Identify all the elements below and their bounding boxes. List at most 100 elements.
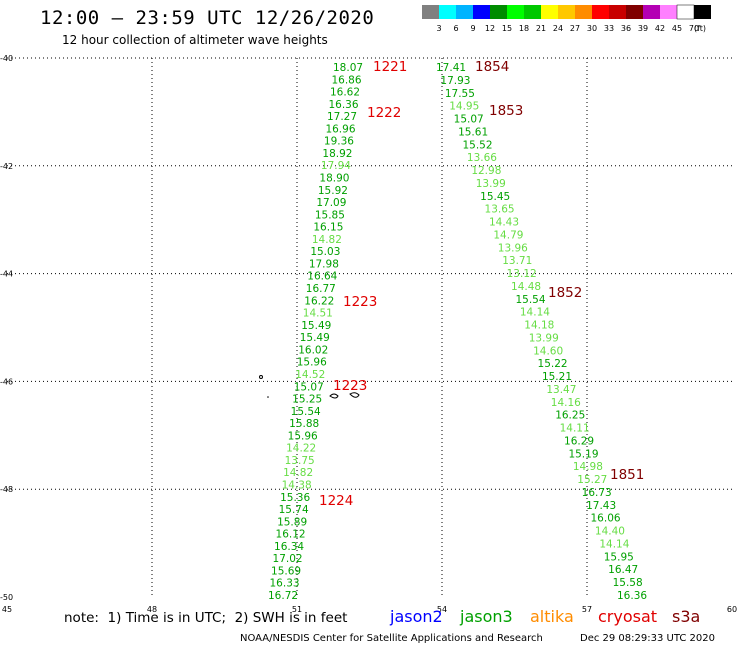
wave-height-value: 14.51 [303,308,333,320]
wave-height-value: 14.40 [595,526,625,538]
wave-height-value: 15.95 [604,551,634,563]
wave-height-value: 13.99 [529,332,559,344]
wave-height-value: 17.41 [436,62,466,74]
colorbar-swatch [473,5,490,19]
wave-height-value: 15.07 [454,114,484,126]
wave-height-value: 14.11 [560,423,590,435]
pass-time-label: 1223 [333,378,367,394]
wave-height-value: 16.29 [564,435,594,447]
wave-height-value: 17.55 [445,88,475,100]
legend-jason3: jason3 [460,607,513,626]
wave-height-value: 14.98 [573,461,603,473]
wave-height-value: 17.98 [309,258,339,270]
wave-height-value: 16.34 [274,541,304,553]
colorbar-unit-label: (ft) [694,24,706,33]
wave-height-value: 15.22 [538,358,568,370]
wave-height-value: 16.36 [328,99,358,111]
colorbar-tick-label: 9 [470,24,475,33]
wave-height-value: 16.02 [298,344,328,356]
colorbar-swatch [541,5,558,19]
footer-credit: NOAA/NESDIS Center for Satellite Applica… [240,633,543,644]
wave-height-value: 15.45 [480,191,510,203]
longitude-label: 45 [2,605,12,614]
wave-height-value: 14.95 [449,101,479,113]
wave-height-value: 15.88 [289,418,319,430]
wave-height-value: 16.77 [306,283,336,295]
wave-height-value: 14.43 [489,217,519,229]
wave-height-value: 16.15 [313,222,343,234]
wave-height-value: 15.07 [294,381,324,393]
colorbar-tick-label: 30 [587,24,597,33]
wave-height-value: 18.92 [322,148,352,160]
wave-height-value: 13.47 [546,384,576,396]
colorbar-tick-label: 42 [655,24,665,33]
wave-height-value: 15.85 [315,209,345,221]
wave-height-value: 16.62 [330,87,360,99]
wave-height-value: 15.92 [318,185,348,197]
colorbar-tick-label: 36 [621,24,631,33]
wave-height-value: 15.89 [277,516,307,528]
wave-height-value: 17.27 [327,111,357,123]
island-outline [329,393,339,399]
wave-height-value: 14.22 [286,443,316,455]
wave-height-value: 15.25 [292,394,322,406]
pass-time-label: 1221 [373,59,407,75]
colorbar-swatch [643,5,660,19]
map-title: 12:00 – 23:59 UTC 12/26/2020 [40,7,375,29]
wave-height-value: 17.94 [321,160,351,172]
longitude-label: 57 [582,605,592,614]
latitude-label: -42 [0,162,13,171]
pass-time-label: 1852 [548,285,582,301]
wave-height-value: 15.69 [271,565,301,577]
wave-height-value: 15.54 [291,406,321,418]
island-dot [259,375,263,379]
wave-height-value: 14.18 [524,320,554,332]
colorbar-swatch [592,5,609,19]
wave-height-value: 18.07 [333,62,363,74]
colorbar-swatch [422,5,439,19]
colorbar-swatch [694,5,711,19]
map-subtitle: 12 hour collection of altimeter wave hei… [62,33,328,47]
wave-height-value: 16.73 [582,487,612,499]
colorbar-swatch [490,5,507,19]
gridlines [7,57,732,597]
wave-height-value: 15.36 [280,492,310,504]
wave-height-value: 15.96 [288,430,318,442]
wave-height-value: 15.49 [300,332,330,344]
wave-height-value: 15.61 [458,126,488,138]
wave-height-value: 14.14 [520,307,550,319]
wave-height-value: 14.38 [282,479,312,491]
colorbar-tick-label: 3 [436,24,441,33]
latitude-label: -48 [0,485,13,494]
wave-height-value: 13.96 [498,242,528,254]
longitude-label: 48 [147,605,157,614]
wave-height-value: 14.60 [533,345,563,357]
wave-height-value: 15.03 [310,246,340,258]
pass-time-label: 1224 [319,493,353,509]
colorbar-tick-label: 18 [519,24,529,33]
wave-height-value: 16.72 [268,590,298,602]
wave-height-value: 19.36 [324,136,354,148]
wave-height-value: 14.16 [551,397,581,409]
latitude-label: -46 [0,377,13,386]
wave-height-value: 17.43 [586,500,616,512]
legend-s3a: s3a [672,607,701,626]
colorbar-swatch [575,5,592,19]
islands [259,375,360,399]
wave-height-value: 16.06 [591,513,621,525]
wave-height-value: 16.33 [270,578,300,590]
wave-height-value: 14.14 [599,538,629,550]
colorbar-tick-label: 39 [638,24,648,33]
pass-time-label: 1854 [475,59,509,75]
wave-height-value: 16.47 [608,564,638,576]
wave-height-value: 15.19 [568,448,598,460]
wave-height-value: 17.09 [316,197,346,209]
wave-height-value: 18.90 [319,173,349,185]
colorbar-tick-label: 70 [689,24,699,33]
colorbar-tick-label: 24 [553,24,563,33]
colorbar-tick-label: 45 [672,24,682,33]
wave-height-value: 15.96 [297,357,327,369]
pass-time-label: 1222 [367,105,401,121]
wave-height-value: 16.12 [276,529,306,541]
pass-time-label: 1223 [343,294,377,310]
